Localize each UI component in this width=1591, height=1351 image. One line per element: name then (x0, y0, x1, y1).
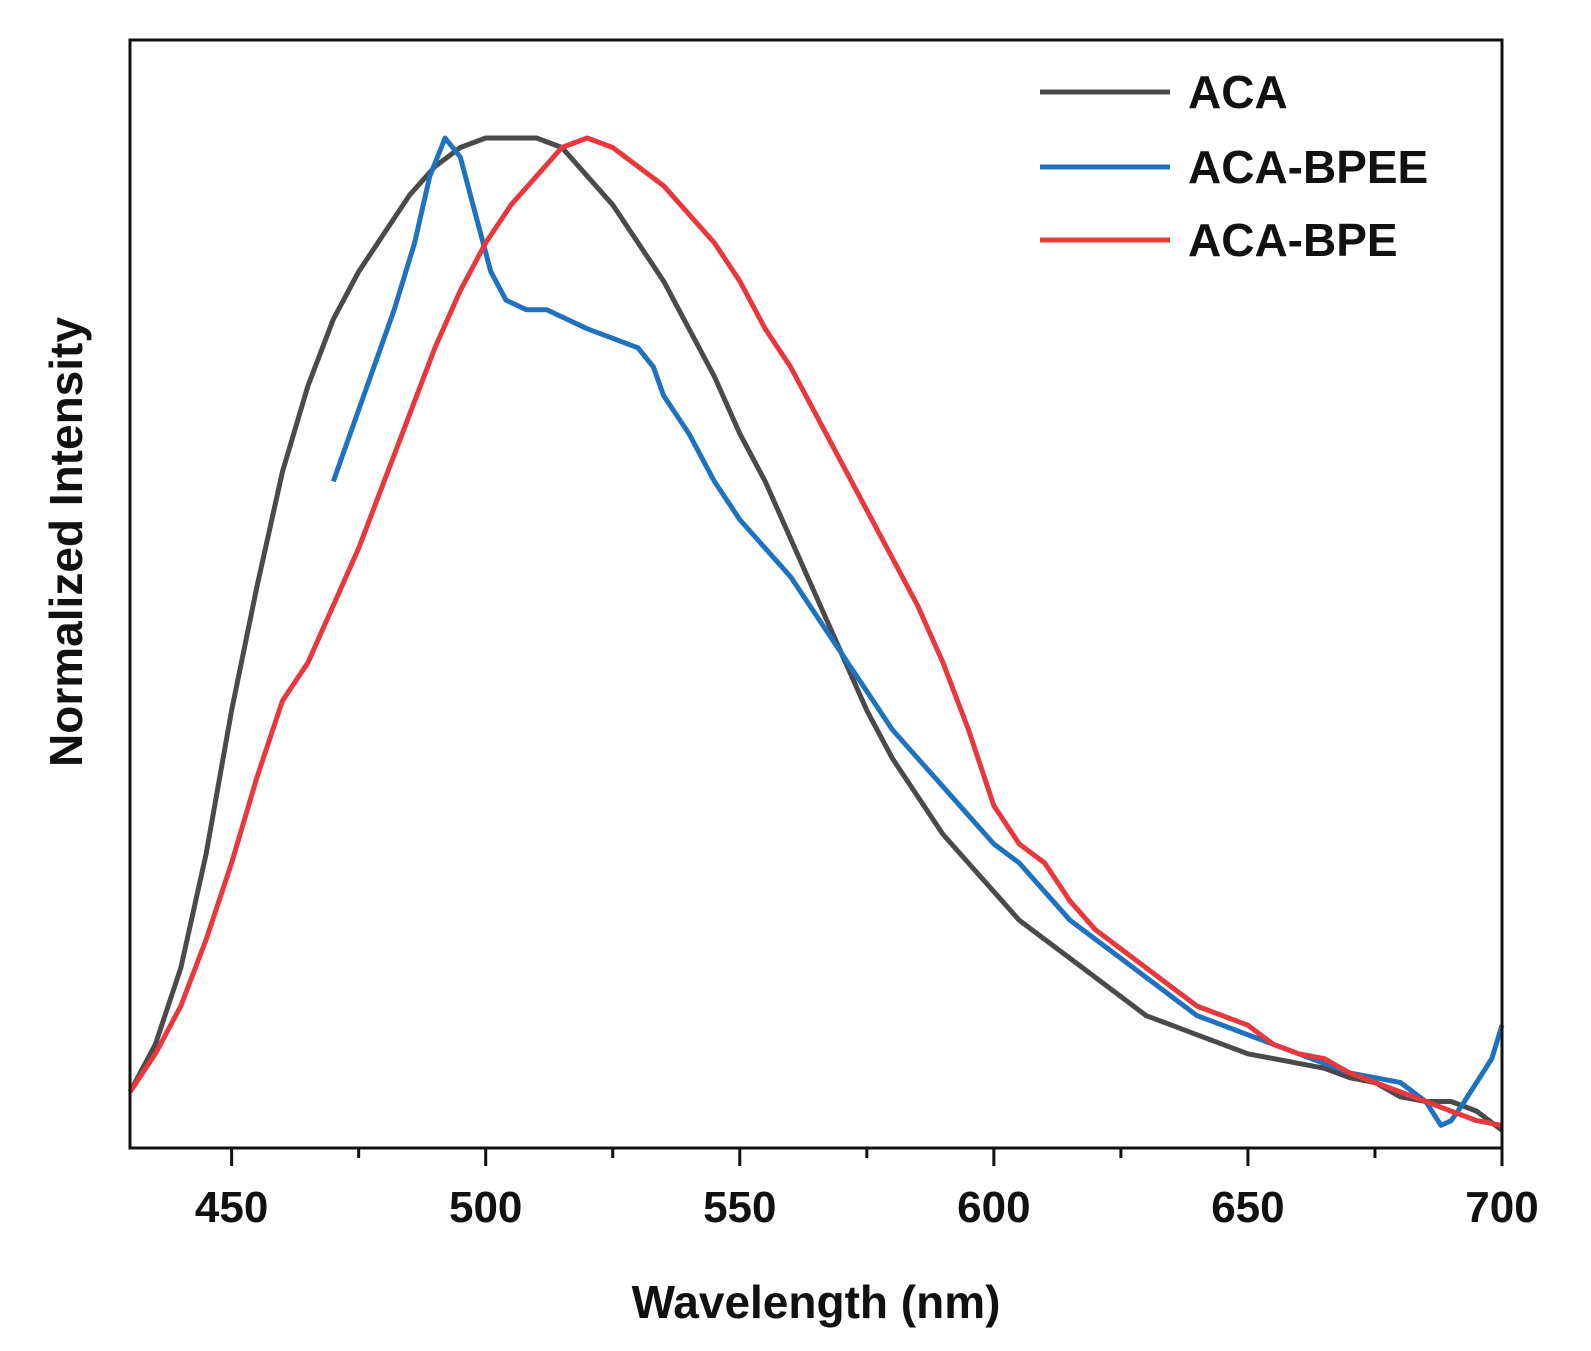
x-tick-label: 650 (1211, 1183, 1284, 1232)
series-line-aca (127, 135, 1504, 1133)
x-axis-tick-labels: 450 500 550 600 650 700 (195, 1183, 1539, 1232)
y-axis-title: Normalized Intensity (40, 317, 92, 767)
legend-label-aca-bpe: ACA-BPE (1188, 214, 1398, 266)
legend-label-aca-bpee: ACA-BPEE (1188, 141, 1428, 193)
legend: ACA ACA-BPEE ACA-BPE (1040, 66, 1428, 266)
series-line-aca-bpee (330, 135, 1505, 1128)
x-tick-label: 450 (195, 1183, 268, 1232)
series-line-aca-bpe (127, 135, 1503, 1128)
series-layer (127, 135, 1505, 1133)
plot-frame (128, 38, 1504, 1150)
x-tick-label: 500 (449, 1183, 522, 1232)
x-axis-ticks (230, 1148, 1504, 1166)
x-axis-title: Wavelength (nm) (632, 1276, 1001, 1328)
legend-label-aca: ACA (1188, 66, 1288, 118)
x-tick-label: 600 (957, 1183, 1030, 1232)
x-tick-label: 700 (1465, 1183, 1538, 1232)
x-tick-label: 550 (703, 1183, 776, 1232)
